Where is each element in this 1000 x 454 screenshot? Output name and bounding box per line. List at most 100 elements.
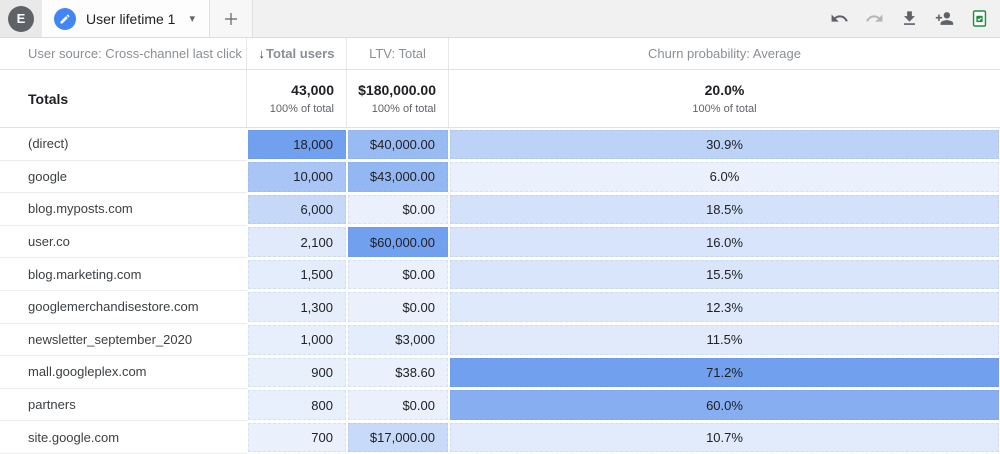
redo-button[interactable] xyxy=(863,8,885,30)
topbar: E User lifetime 1 ▾ xyxy=(0,0,1000,38)
churn-value: 11.5% xyxy=(450,325,999,355)
churn-value: 30.9% xyxy=(450,129,999,160)
row-users-cell[interactable]: 1,500 xyxy=(247,258,347,291)
column-header-user-source[interactable]: User source: Cross-channel last click xyxy=(0,38,247,69)
totals-ltv: $180,000.00 100% of total xyxy=(347,70,449,127)
churn-value: 6.0% xyxy=(450,162,999,192)
edit-pencil-icon xyxy=(54,7,76,30)
row-users-cell[interactable]: 18,000 xyxy=(247,128,347,161)
ltv-value: $17,000.00 xyxy=(348,422,448,453)
ltv-value: $0.00 xyxy=(348,292,448,323)
redo-icon xyxy=(865,14,882,22)
download-icon xyxy=(903,11,915,25)
row-users-cell[interactable]: 1,000 xyxy=(247,323,347,357)
users-value: 700 xyxy=(248,422,346,453)
row-churn-cell[interactable]: 18.5% xyxy=(449,193,1000,226)
row-ltv-cell[interactable]: $3,000 xyxy=(347,323,449,357)
users-value: 1,500 xyxy=(248,259,346,290)
row-users-cell[interactable]: 700 xyxy=(247,421,347,454)
column-header-churn-probability[interactable]: Churn probability: Average xyxy=(648,46,801,61)
tab-label: User lifetime 1 xyxy=(86,10,176,27)
table-row: user.co 2,100 $60,000.00 16.0% xyxy=(0,225,1000,259)
totals-users: 43,000 100% of total xyxy=(247,70,347,127)
row-churn-cell[interactable]: 15.5% xyxy=(449,258,1000,291)
row-churn-cell[interactable]: 30.9% xyxy=(449,128,1000,161)
ltv-value: $40,000.00 xyxy=(348,129,448,160)
users-value: 6,000 xyxy=(248,194,346,225)
row-source-cell[interactable]: blog.marketing.com xyxy=(0,258,247,291)
row-ltv-cell[interactable]: $17,000.00 xyxy=(347,421,449,454)
chevron-down-icon[interactable]: ▾ xyxy=(189,13,195,25)
users-value: 2,100 xyxy=(248,227,346,257)
totals-churn: 20.0% 100% of total xyxy=(692,82,757,115)
toolbar xyxy=(828,0,1000,37)
column-header-total-users[interactable]: ↓ Total users xyxy=(247,38,347,69)
export-sheet-button[interactable] xyxy=(968,8,990,30)
table-body: (direct) 18,000 $40,000.00 30.9% google 10,00… xyxy=(0,128,1000,454)
churn-value: 16.0% xyxy=(450,227,999,257)
row-churn-cell[interactable]: 71.2% xyxy=(449,356,1000,389)
table-row: site.google.com 700 $17,000.00 10.7% xyxy=(0,421,1000,454)
row-churn-cell[interactable]: 6.0% xyxy=(449,160,1000,194)
row-source-cell[interactable]: blog.myposts.com xyxy=(0,193,247,226)
row-ltv-cell[interactable]: $0.00 xyxy=(347,258,449,291)
ltv-value: $0.00 xyxy=(348,390,448,420)
row-source-cell[interactable]: site.google.com xyxy=(0,421,247,454)
totals-row: Totals 43,000 100% of total $180,000.00 … xyxy=(0,70,1000,128)
churn-value: 15.5% xyxy=(450,259,999,290)
churn-value: 10.7% xyxy=(450,422,999,453)
row-users-cell[interactable]: 2,100 xyxy=(247,225,347,259)
column-header-ltv-total[interactable]: LTV: Total xyxy=(347,38,449,69)
table-row: blog.marketing.com 1,500 $0.00 15.5% xyxy=(0,258,1000,291)
users-value: 1,000 xyxy=(248,325,346,355)
download-button[interactable] xyxy=(898,8,920,30)
row-churn-cell[interactable]: 11.5% xyxy=(449,323,1000,357)
tab-user-lifetime[interactable]: User lifetime 1 ▾ xyxy=(42,0,209,37)
ltv-value: $43,000.00 xyxy=(348,162,448,192)
export-sheet-check-icon xyxy=(972,10,986,27)
users-value: 18,000 xyxy=(248,129,346,160)
share-users-button[interactable] xyxy=(933,8,955,30)
row-source-cell[interactable]: user.co xyxy=(0,225,247,259)
plus-icon xyxy=(225,12,237,25)
row-ltv-cell[interactable]: $43,000.00 xyxy=(347,160,449,194)
row-users-cell[interactable]: 900 xyxy=(247,356,347,389)
churn-value: 60.0% xyxy=(450,390,999,420)
row-ltv-cell[interactable]: $40,000.00 xyxy=(347,128,449,161)
row-ltv-cell[interactable]: $60,000.00 xyxy=(347,225,449,259)
row-users-cell[interactable]: 10,000 xyxy=(247,160,347,194)
row-users-cell[interactable]: 1,300 xyxy=(247,290,347,324)
row-churn-cell[interactable]: 60.0% xyxy=(449,388,1000,422)
topbar-spacer xyxy=(253,0,828,37)
row-ltv-cell[interactable]: $38.60 xyxy=(347,356,449,389)
ltv-value: $60,000.00 xyxy=(348,227,448,257)
row-source-cell[interactable]: google xyxy=(0,160,247,194)
users-value: 900 xyxy=(248,357,346,388)
row-ltv-cell[interactable]: $0.00 xyxy=(347,193,449,226)
row-users-cell[interactable]: 6,000 xyxy=(247,193,347,226)
row-ltv-cell[interactable]: $0.00 xyxy=(347,388,449,422)
table-row: (direct) 18,000 $40,000.00 30.9% xyxy=(0,128,1000,161)
table-row: newsletter_september_2020 1,000 $3,000 11.5… xyxy=(0,323,1000,357)
ltv-value: $0.00 xyxy=(348,194,448,225)
users-value: 800 xyxy=(248,390,346,420)
row-ltv-cell[interactable]: $0.00 xyxy=(347,290,449,324)
churn-value: 12.3% xyxy=(450,292,999,323)
table-row: mall.googleplex.com 900 $38.60 71.2% xyxy=(0,356,1000,389)
undo-button[interactable] xyxy=(828,8,850,30)
users-value: 10,000 xyxy=(248,162,346,192)
avatar-letter: E xyxy=(16,11,26,26)
row-source-cell[interactable]: googlemerchandisestore.com xyxy=(0,290,247,324)
row-churn-cell[interactable]: 10.7% xyxy=(449,421,1000,454)
row-source-cell[interactable]: partners xyxy=(0,388,247,422)
row-source-cell[interactable]: mall.googleplex.com xyxy=(0,356,247,389)
row-churn-cell[interactable]: 12.3% xyxy=(449,290,1000,324)
row-source-cell[interactable]: newsletter_september_2020 xyxy=(0,323,247,357)
row-source-cell[interactable]: (direct) xyxy=(0,128,247,161)
row-churn-cell[interactable]: 16.0% xyxy=(449,225,1000,259)
add-user-icon xyxy=(935,12,953,25)
avatar[interactable]: E xyxy=(0,0,42,37)
undo-icon xyxy=(831,14,848,22)
row-users-cell[interactable]: 800 xyxy=(247,388,347,422)
add-tab-button[interactable] xyxy=(209,0,253,37)
